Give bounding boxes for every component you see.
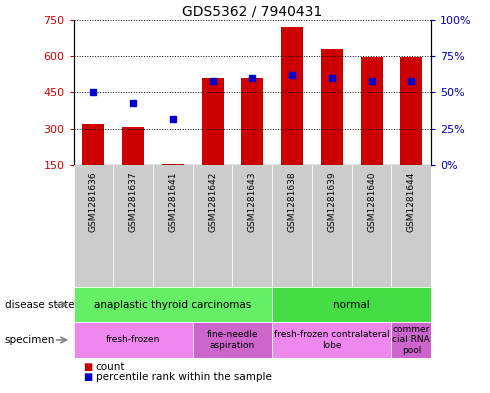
Bar bbox=[193, 322, 272, 358]
Bar bbox=[232, 165, 272, 287]
Bar bbox=[352, 165, 392, 287]
Text: fine-needle
aspiration: fine-needle aspiration bbox=[207, 330, 258, 350]
Text: fresh-frozen: fresh-frozen bbox=[106, 336, 160, 344]
Bar bbox=[202, 78, 223, 165]
Bar bbox=[312, 165, 352, 287]
Title: GDS5362 / 7940431: GDS5362 / 7940431 bbox=[182, 4, 322, 18]
Bar bbox=[162, 164, 184, 165]
Bar bbox=[242, 78, 263, 165]
Bar bbox=[272, 165, 312, 287]
Text: count: count bbox=[96, 362, 125, 373]
Text: GSM1281641: GSM1281641 bbox=[169, 171, 177, 231]
Text: anaplastic thyroid carcinomas: anaplastic thyroid carcinomas bbox=[94, 299, 251, 310]
Bar bbox=[113, 165, 153, 287]
Text: GSM1281638: GSM1281638 bbox=[288, 171, 296, 232]
Text: commer
cial RNA
pool: commer cial RNA pool bbox=[392, 325, 430, 355]
Text: ■: ■ bbox=[83, 362, 93, 373]
Bar bbox=[272, 322, 392, 358]
Text: ■: ■ bbox=[83, 372, 93, 382]
Bar bbox=[74, 322, 193, 358]
Text: percentile rank within the sample: percentile rank within the sample bbox=[96, 372, 271, 382]
Text: GSM1281639: GSM1281639 bbox=[327, 171, 336, 232]
Bar bbox=[74, 287, 272, 322]
Bar bbox=[153, 165, 193, 287]
Bar bbox=[321, 49, 343, 165]
Bar bbox=[392, 165, 431, 287]
Text: disease state: disease state bbox=[5, 299, 74, 310]
Bar bbox=[361, 57, 383, 165]
Text: GSM1281637: GSM1281637 bbox=[128, 171, 138, 232]
Bar bbox=[82, 124, 104, 165]
Text: GSM1281642: GSM1281642 bbox=[208, 171, 217, 231]
Bar bbox=[272, 287, 431, 322]
Text: GSM1281644: GSM1281644 bbox=[407, 171, 416, 231]
Bar bbox=[193, 165, 232, 287]
Bar bbox=[392, 322, 431, 358]
Text: GSM1281640: GSM1281640 bbox=[367, 171, 376, 231]
Text: GSM1281636: GSM1281636 bbox=[89, 171, 98, 232]
Bar bbox=[281, 27, 303, 165]
Bar bbox=[122, 127, 144, 165]
Text: fresh-frozen contralateral
lobe: fresh-frozen contralateral lobe bbox=[274, 330, 390, 350]
Bar bbox=[74, 165, 113, 287]
Text: GSM1281643: GSM1281643 bbox=[248, 171, 257, 231]
Text: normal: normal bbox=[333, 299, 370, 310]
Text: specimen: specimen bbox=[5, 335, 55, 345]
Bar bbox=[400, 57, 422, 165]
